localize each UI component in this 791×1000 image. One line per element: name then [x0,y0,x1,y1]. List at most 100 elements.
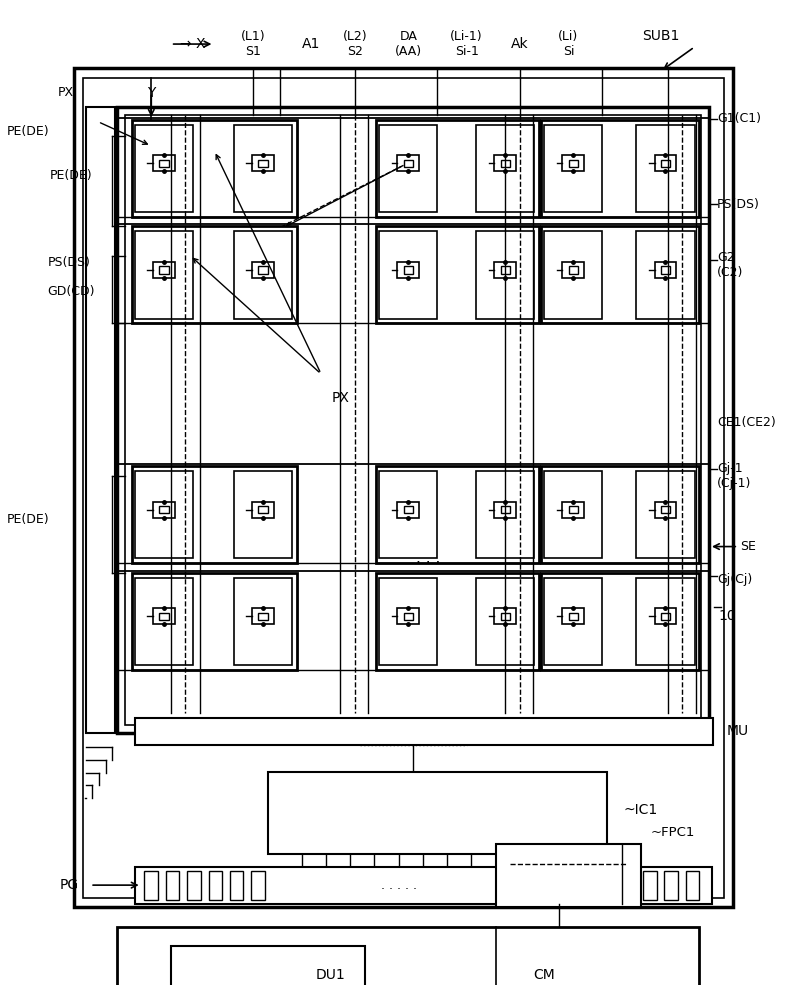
Text: CM: CM [533,968,555,982]
Text: (Li): (Li) [558,30,578,43]
Bar [600,871,614,900]
Bar [569,506,578,513]
Bar [562,155,585,171]
Bar [541,226,699,323]
Text: 10: 10 [719,609,736,623]
Bar [403,506,413,513]
Bar [258,506,267,513]
Text: CE1(CE2): CE1(CE2) [717,416,776,429]
Bar [476,231,535,319]
Bar [377,226,539,323]
Bar [544,231,603,319]
Bar [636,578,694,665]
Bar [501,613,510,620]
Bar [562,262,585,278]
Bar [541,466,699,563]
Text: (C2): (C2) [717,266,744,279]
Bar [171,946,365,1000]
Bar [252,871,265,900]
Bar [501,160,510,167]
Bar [258,613,267,620]
Bar [494,262,517,278]
Bar [134,578,193,665]
Bar [132,573,297,670]
Bar [496,844,642,907]
Bar [476,471,535,558]
Text: (Li-1): (Li-1) [450,30,483,43]
Bar [654,608,676,624]
Text: (L1): (L1) [240,30,266,43]
Bar [379,231,437,319]
Bar [403,613,413,620]
Bar [569,266,578,274]
Bar [153,262,175,278]
Text: PE(DE): PE(DE) [49,169,92,182]
Text: PS(DS): PS(DS) [717,198,759,211]
Bar [134,231,193,319]
Text: (Cj-1): (Cj-1) [717,477,751,490]
Bar [397,262,419,278]
Text: Si-1: Si-1 [455,45,479,58]
Bar [397,155,419,171]
Bar [403,266,413,274]
Bar [541,120,699,217]
Bar [544,125,603,212]
Bar [132,466,297,563]
Bar [569,613,578,620]
Bar [134,867,712,904]
Text: MU: MU [727,724,748,738]
Bar [230,871,244,900]
Bar [515,871,528,900]
Bar [397,502,419,518]
Bar [377,120,539,217]
Text: ~IC1: ~IC1 [624,803,658,817]
Bar [117,107,709,733]
Text: PX: PX [58,86,74,99]
Bar [258,266,267,274]
Text: Si: Si [562,45,574,58]
Text: SE: SE [740,540,756,553]
Text: ~FPC1: ~FPC1 [651,826,695,839]
Bar [234,125,292,212]
Text: Gj(Cj): Gj(Cj) [717,573,752,586]
Bar [187,871,201,900]
Bar [636,125,694,212]
Bar [397,608,419,624]
Bar [134,718,713,745]
Text: DA: DA [399,30,418,43]
Text: DU1: DU1 [316,968,346,982]
Bar [234,471,292,558]
Bar [125,115,702,725]
Bar [654,502,676,518]
Text: Ak: Ak [511,37,528,51]
Text: PX: PX [331,391,350,405]
Bar [622,871,635,900]
Bar [636,231,694,319]
Bar [403,160,413,167]
Bar [494,502,517,518]
Bar [494,155,517,171]
Bar [86,107,115,733]
Text: PS(DS): PS(DS) [47,256,90,269]
Bar [159,506,168,513]
Bar [636,471,694,558]
Bar [252,155,274,171]
Bar [654,262,676,278]
Bar [267,772,607,854]
Bar [132,120,297,217]
Bar [660,160,670,167]
Bar [166,871,180,900]
Text: (L2): (L2) [343,30,367,43]
Bar [252,608,274,624]
Bar [252,262,274,278]
Bar [501,266,510,274]
Bar [664,871,678,900]
Bar [660,506,670,513]
Bar [494,608,517,624]
Text: G2: G2 [717,251,735,264]
Text: Gj-1: Gj-1 [717,462,743,475]
Bar [654,155,676,171]
Bar [153,502,175,518]
Text: PG: PG [59,878,78,892]
Bar [83,78,724,898]
